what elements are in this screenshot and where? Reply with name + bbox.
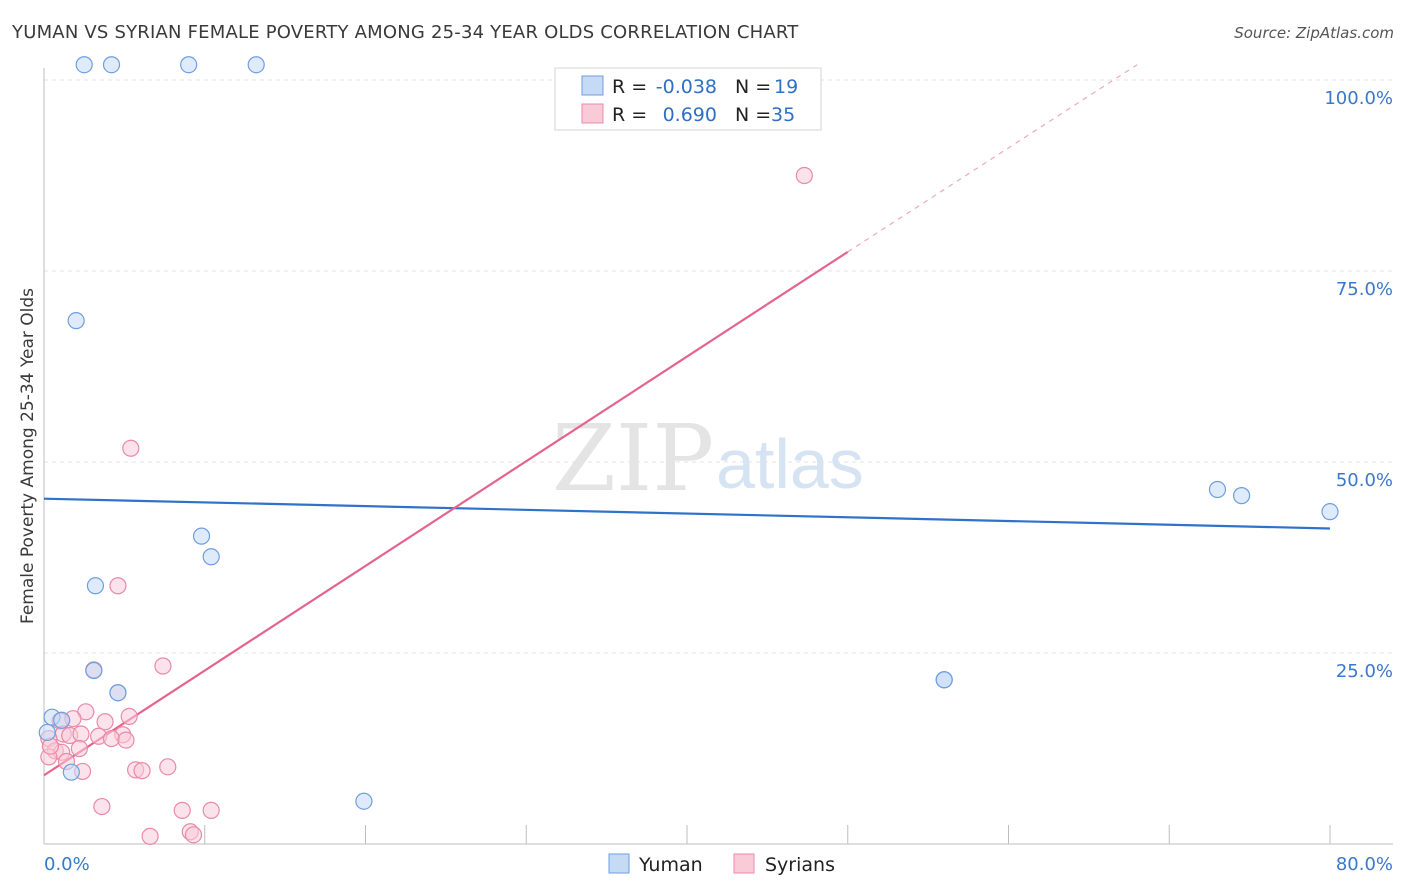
watermark-atlas: atlas bbox=[716, 425, 864, 503]
watermark-zip: ZIP bbox=[552, 405, 714, 512]
x-tick-label-min: 0.0% bbox=[44, 854, 90, 875]
legend-n-label: N = bbox=[735, 104, 771, 126]
point-yuman bbox=[67, 312, 85, 330]
y-tick-label: 50.0% bbox=[1336, 470, 1393, 491]
point-syrians bbox=[109, 577, 127, 595]
point-syrians bbox=[159, 758, 177, 776]
legend-swatch-syrians bbox=[581, 103, 604, 124]
x-tick-label-max: 80.0% bbox=[1336, 854, 1393, 875]
point-syrians bbox=[141, 827, 159, 845]
point-yuman bbox=[38, 723, 56, 742]
point-syrians bbox=[795, 166, 813, 185]
point-syrians bbox=[173, 801, 191, 819]
point-syrians bbox=[102, 729, 121, 748]
data-points bbox=[38, 56, 1339, 845]
point-yuman bbox=[75, 56, 93, 74]
point-syrians bbox=[72, 725, 90, 743]
point-yuman bbox=[355, 792, 373, 810]
y-axis-title: Female Poverty Among 25-34 Year Olds bbox=[18, 288, 38, 624]
point-yuman bbox=[935, 671, 953, 689]
trend-line-syrians bbox=[43, 250, 849, 777]
point-yuman bbox=[85, 661, 103, 680]
trend-extension-syrians bbox=[847, 64, 1138, 253]
source-credit: Source: ZipAtlas.com bbox=[1234, 24, 1394, 42]
point-syrians bbox=[117, 731, 135, 749]
point-yuman bbox=[86, 577, 105, 595]
point-yuman bbox=[1321, 503, 1339, 521]
point-yuman bbox=[202, 548, 220, 566]
series-legend-swatch-yuman bbox=[608, 853, 630, 874]
point-syrians bbox=[96, 713, 114, 731]
point-syrians bbox=[122, 439, 140, 457]
point-syrians bbox=[184, 826, 203, 844]
series-legend-label-syrians: Syrians bbox=[765, 854, 835, 876]
chart-title: YUMAN VS SYRIAN FEMALE POVERTY AMONG 25-… bbox=[12, 22, 799, 43]
y-tick-label: 25.0% bbox=[1336, 661, 1393, 682]
y-tick-label: 100.0% bbox=[1324, 88, 1393, 109]
y-tick-label: 75.0% bbox=[1336, 279, 1393, 300]
grid-lines bbox=[44, 79, 1393, 654]
y-tick-labels: 100.0% 75.0% 50.0% 25.0% bbox=[1324, 88, 1393, 682]
point-yuman bbox=[192, 527, 211, 545]
legend-r-value: 0.690 bbox=[663, 104, 717, 126]
point-yuman bbox=[1208, 480, 1227, 499]
point-yuman bbox=[1232, 487, 1251, 505]
x-tick-marks bbox=[43, 825, 1331, 844]
point-yuman bbox=[247, 56, 265, 74]
trend-lines bbox=[43, 64, 1331, 777]
series-legend: Yuman Syrians bbox=[608, 853, 835, 876]
legend-n-value: 35 bbox=[771, 104, 795, 126]
point-syrians bbox=[133, 762, 151, 780]
point-yuman bbox=[180, 56, 198, 74]
point-yuman bbox=[62, 763, 80, 781]
legend-n-value: 19 bbox=[774, 76, 798, 98]
point-syrians bbox=[154, 657, 172, 675]
correlation-legend: R = -0.038 N = 19 R = 0.690 N = 35 bbox=[554, 67, 822, 131]
point-syrians bbox=[93, 797, 111, 816]
point-yuman bbox=[53, 711, 71, 729]
series-legend-label-yuman: Yuman bbox=[638, 854, 703, 876]
point-yuman bbox=[109, 684, 127, 702]
series-legend-swatch-syrians bbox=[733, 853, 755, 874]
legend-r-label: R = bbox=[612, 104, 647, 126]
legend-r-value: -0.038 bbox=[656, 76, 717, 98]
point-syrians bbox=[202, 801, 220, 819]
watermark: ZIP atlas bbox=[552, 405, 864, 512]
legend-n-label: N = bbox=[735, 76, 771, 98]
trend-line-yuman bbox=[43, 497, 1331, 530]
point-yuman bbox=[102, 56, 121, 74]
point-syrians bbox=[120, 707, 138, 726]
point-syrians bbox=[70, 739, 88, 758]
legend-swatch-yuman bbox=[581, 75, 604, 96]
legend-r-label: R = bbox=[612, 76, 647, 98]
